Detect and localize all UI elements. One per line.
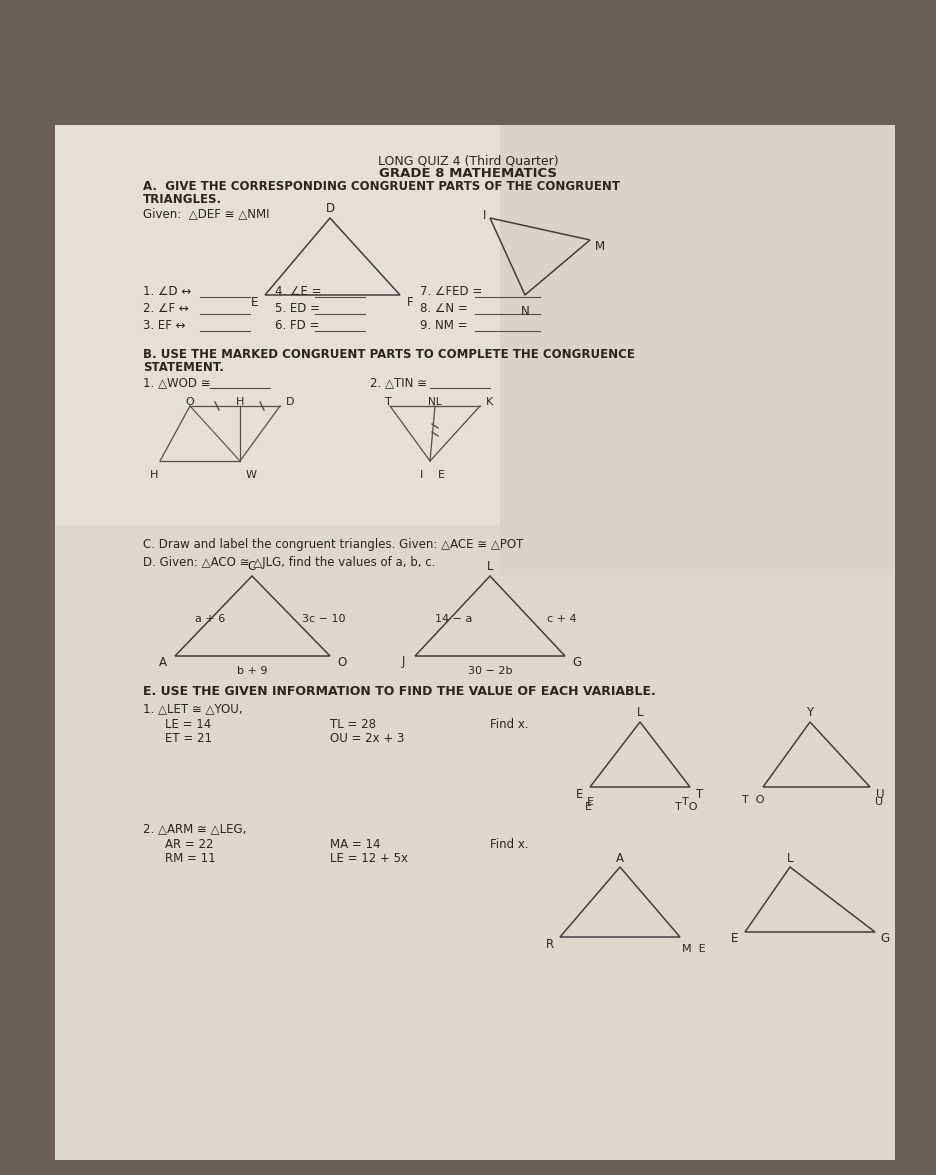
Text: Find x.: Find x.	[490, 718, 529, 731]
Text: TRIANGLES.: TRIANGLES.	[143, 193, 222, 206]
Text: E. USE THE GIVEN INFORMATION TO FIND THE VALUE OF EACH VARIABLE.: E. USE THE GIVEN INFORMATION TO FIND THE…	[143, 685, 656, 698]
Text: 3c − 10: 3c − 10	[302, 615, 345, 624]
Text: E: E	[577, 787, 584, 800]
Text: N: N	[520, 306, 530, 318]
Text: E: E	[251, 296, 258, 309]
Text: K: K	[486, 397, 493, 407]
Text: E: E	[585, 803, 592, 812]
Text: E: E	[438, 470, 445, 481]
Text: T: T	[385, 397, 392, 407]
Text: STATEMENT.: STATEMENT.	[143, 361, 224, 374]
Text: ET = 21: ET = 21	[165, 732, 212, 745]
Text: 2. △ARM ≅ △LEG,: 2. △ARM ≅ △LEG,	[143, 822, 246, 835]
Text: A: A	[159, 656, 167, 669]
Text: F: F	[406, 296, 414, 309]
Text: M  E: M E	[682, 944, 706, 954]
Text: T  O: T O	[675, 803, 697, 812]
Text: Find x.: Find x.	[490, 838, 529, 851]
Text: D: D	[286, 397, 295, 407]
Text: 8. ∠N =: 8. ∠N =	[420, 302, 468, 315]
FancyBboxPatch shape	[55, 125, 555, 525]
Text: 30 − 2b: 30 − 2b	[468, 666, 512, 676]
Text: L: L	[787, 852, 793, 865]
Text: b + 9: b + 9	[237, 666, 268, 676]
Text: T  O: T O	[741, 795, 765, 805]
Text: AR = 22: AR = 22	[165, 838, 213, 851]
Text: D: D	[326, 202, 334, 215]
Text: 2. △TIN ≅: 2. △TIN ≅	[370, 376, 427, 389]
Text: W: W	[246, 470, 257, 481]
Text: 1. △LET ≅ △YOU,: 1. △LET ≅ △YOU,	[143, 701, 242, 716]
FancyBboxPatch shape	[500, 125, 895, 575]
Text: 3. EF ↔: 3. EF ↔	[143, 318, 185, 333]
Text: C: C	[248, 559, 256, 572]
Text: NL: NL	[429, 397, 442, 407]
Text: TL = 28: TL = 28	[330, 718, 376, 731]
FancyBboxPatch shape	[55, 125, 895, 1160]
Text: B. USE THE MARKED CONGRUENT PARTS TO COMPLETE THE CONGRUENCE: B. USE THE MARKED CONGRUENT PARTS TO COM…	[143, 348, 635, 361]
Text: E: E	[731, 933, 739, 946]
Text: 9. NM =: 9. NM =	[420, 318, 467, 333]
Text: C. Draw and label the congruent triangles. Given: △ACE ≅ △POT: C. Draw and label the congruent triangle…	[143, 538, 523, 551]
Text: a + 6: a + 6	[195, 615, 226, 624]
Text: 4. ∠E =: 4. ∠E =	[275, 286, 321, 298]
Text: D. Given: △ACO ≅ △JLG, find the values of a, b, c.: D. Given: △ACO ≅ △JLG, find the values o…	[143, 556, 435, 569]
Text: L: L	[636, 706, 643, 719]
Text: LE = 14: LE = 14	[165, 718, 212, 731]
Text: O: O	[185, 397, 194, 407]
Text: H: H	[236, 397, 244, 407]
Text: 5. ED =: 5. ED =	[275, 302, 320, 315]
Text: 14 − a: 14 − a	[435, 615, 473, 624]
Text: G: G	[881, 933, 889, 946]
Text: T: T	[696, 787, 704, 800]
Text: R: R	[546, 938, 554, 951]
Text: A.  GIVE THE CORRESPONDING CONGRUENT PARTS OF THE CONGRUENT: A. GIVE THE CORRESPONDING CONGRUENT PART…	[143, 180, 620, 193]
Text: 6. FD =: 6. FD =	[275, 318, 319, 333]
Text: MA = 14: MA = 14	[330, 838, 381, 851]
Text: I: I	[420, 470, 423, 481]
Text: 1. △WOD ≅: 1. △WOD ≅	[143, 376, 211, 389]
Text: E: E	[587, 797, 593, 807]
Text: U: U	[876, 787, 885, 800]
Text: 1. ∠D ↔: 1. ∠D ↔	[143, 286, 191, 298]
Text: Given:  △DEF ≅ △NMI: Given: △DEF ≅ △NMI	[143, 207, 270, 220]
Text: 7. ∠FED =: 7. ∠FED =	[420, 286, 482, 298]
Text: GRADE 8 MATHEMATICS: GRADE 8 MATHEMATICS	[379, 167, 557, 180]
Text: I: I	[483, 209, 487, 222]
Text: RM = 11: RM = 11	[165, 852, 215, 865]
Text: LONG QUIZ 4 (Third Quarter): LONG QUIZ 4 (Third Quarter)	[378, 155, 558, 168]
Text: H: H	[150, 470, 158, 481]
Text: c + 4: c + 4	[547, 615, 577, 624]
Text: OU = 2x + 3: OU = 2x + 3	[330, 732, 404, 745]
Text: Y: Y	[807, 706, 813, 719]
Text: 2. ∠F ↔: 2. ∠F ↔	[143, 302, 189, 315]
Text: M: M	[595, 240, 605, 253]
Text: T: T	[681, 797, 688, 807]
Text: J: J	[402, 656, 404, 669]
Text: G: G	[573, 656, 581, 669]
Text: A: A	[616, 852, 624, 865]
Text: U: U	[875, 797, 884, 807]
Text: LE = 12 + 5x: LE = 12 + 5x	[330, 852, 408, 865]
Text: O: O	[337, 656, 346, 669]
Text: L: L	[487, 559, 493, 572]
